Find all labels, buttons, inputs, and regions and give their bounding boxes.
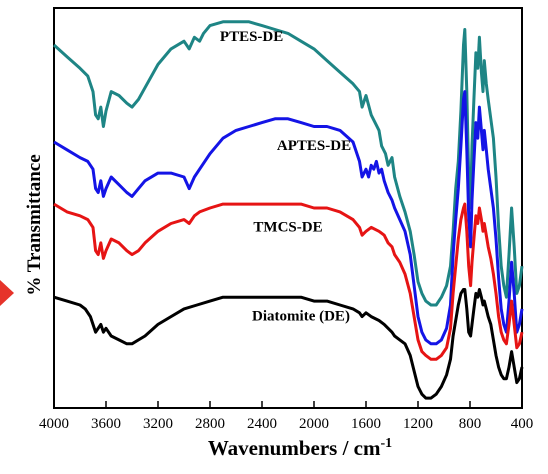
x-tick-label-2: 3200 (143, 416, 173, 432)
series-line-0 (52, 20, 524, 307)
x-tick-label-6: 1600 (351, 416, 381, 432)
series-line-1 (53, 90, 524, 346)
x-tick-label-3: 2800 (195, 416, 225, 432)
x-tick-label-0: 4000 (39, 416, 69, 432)
x-axis-title: Wavenumbers / cm-1 (208, 436, 392, 460)
series-label-1: APTES-DE (277, 138, 351, 154)
x-axis-title-exponent: -1 (380, 436, 392, 451)
svg-text:Wavenumbers / cm-1: Wavenumbers / cm-1 (208, 436, 392, 460)
series-line-2 (53, 202, 524, 361)
series-labels: PTES-DE APTES-DE TMCS-DE Diatomite (DE) (220, 29, 351, 324)
x-tick-label-4: 2400 (247, 416, 277, 432)
x-tick-label-9: 400 (511, 416, 534, 432)
series-label-0: PTES-DE (220, 29, 283, 45)
plot-frame (53, 7, 523, 409)
x-tick-label-1: 3600 (91, 416, 121, 432)
series-line-3 (53, 288, 524, 400)
x-tick-label-8: 800 (459, 416, 482, 432)
series-label-3: Diatomite (DE) (252, 309, 350, 325)
red-arrow-marker (0, 280, 14, 306)
x-tick-label-5: 2000 (299, 416, 329, 432)
y-axis-title: % Transmittance (24, 154, 45, 295)
x-tick-label-7: 1200 (403, 416, 433, 432)
series-label-2: TMCS-DE (253, 219, 322, 235)
x-axis-title-main: Wavenumbers / cm (208, 436, 381, 460)
x-axis-ticks: 4000 3600 3200 2800 2400 2000 1600 1200 800 400 (39, 401, 533, 432)
series-layer (52, 20, 524, 400)
